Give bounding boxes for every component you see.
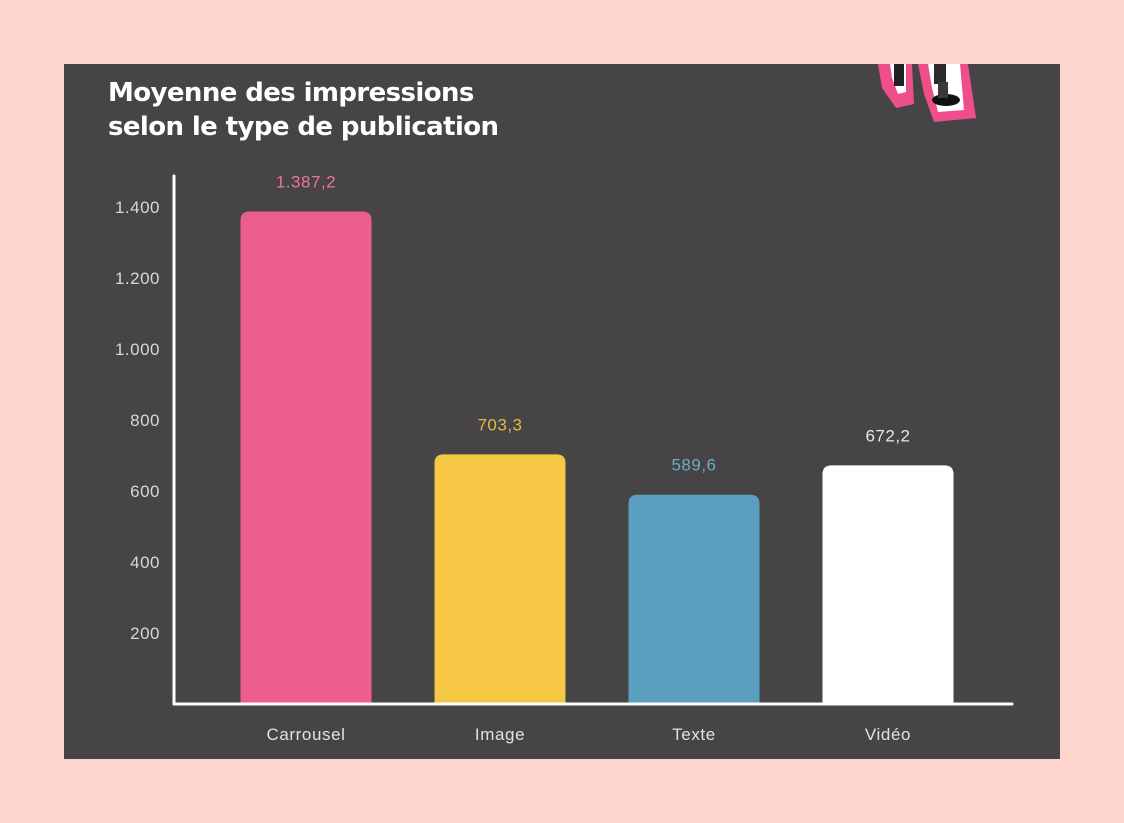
bar-carrousel xyxy=(240,211,372,704)
value-label: 672,2 xyxy=(865,426,910,445)
chart-title-line-2: selon le type de publication xyxy=(108,112,499,142)
y-tick-label: 1.200 xyxy=(115,269,160,288)
y-axis-ticks: 200 400 600 800 1.000 1.200 1.400 xyxy=(115,198,160,643)
y-tick-label: 200 xyxy=(130,624,160,643)
value-label: 1.387,2 xyxy=(276,173,336,192)
category-label: Vidéo xyxy=(865,725,911,744)
y-tick-label: 400 xyxy=(130,553,160,572)
y-tick-label: 800 xyxy=(130,411,160,430)
category-label: Image xyxy=(475,725,525,744)
category-labels: Carrousel Image Texte Vidéo xyxy=(266,725,911,744)
chart-panel: Moyenne des impressions selon le type de… xyxy=(64,64,1060,759)
value-label: 703,3 xyxy=(477,415,522,434)
y-tick-label: 600 xyxy=(130,482,160,501)
bars xyxy=(240,211,954,704)
y-tick-label: 1.000 xyxy=(115,340,160,359)
chart-title-line-1: Moyenne des impressions xyxy=(108,78,474,108)
bar-video xyxy=(822,465,954,704)
bar-texte xyxy=(628,494,760,704)
y-tick-label: 1.400 xyxy=(115,198,160,217)
value-label: 589,6 xyxy=(671,456,716,475)
category-label: Texte xyxy=(672,725,716,744)
value-labels: 1.387,2 703,3 589,6 672,2 xyxy=(276,173,910,475)
bar-chart: 200 400 600 800 1.000 1.200 1.400 1.387,2 703,3… xyxy=(115,173,1014,744)
chart-title: Moyenne des impressions selon le type de… xyxy=(108,76,499,144)
sticker-legs-illustration-icon xyxy=(878,64,976,122)
bar-image xyxy=(434,454,566,704)
category-label: Carrousel xyxy=(266,725,345,744)
